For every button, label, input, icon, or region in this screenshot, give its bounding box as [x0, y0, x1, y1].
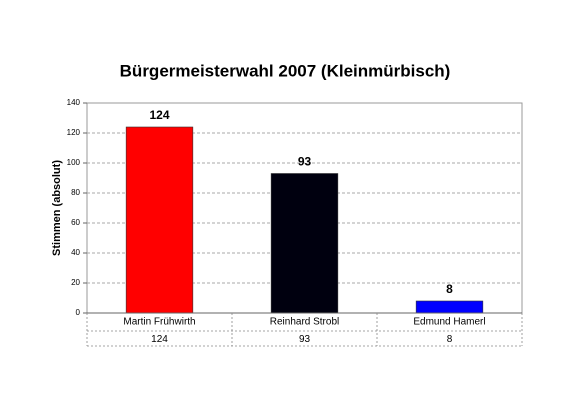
y-axis-label: Stimmen (absolut) [51, 160, 63, 256]
data-label: 93 [298, 155, 312, 169]
y-tick-label: 140 [67, 98, 81, 107]
y-tick-label: 40 [71, 248, 80, 257]
data-label: 124 [149, 108, 169, 122]
table-value: 8 [447, 334, 453, 345]
y-tick-label: 0 [76, 308, 81, 317]
x-tick-label: Reinhard Strobl [270, 317, 339, 328]
bar [415, 300, 484, 314]
table-value: 93 [299, 334, 311, 345]
bar [270, 173, 339, 314]
bar [125, 126, 194, 314]
y-tick-label: 80 [71, 188, 80, 197]
y-tick-label: 120 [67, 128, 81, 137]
y-tick-label: 100 [67, 158, 81, 167]
y-tick-label: 60 [71, 218, 80, 227]
y-tick-label: 20 [71, 278, 80, 287]
table-value: 124 [151, 334, 168, 345]
data-label: 8 [446, 282, 453, 296]
x-tick-label: Martin Frühwirth [123, 317, 195, 328]
x-tick-label: Edmund Hamerl [413, 317, 485, 328]
chart-title: Bürgermeisterwahl 2007 (Kleinmürbisch) [120, 61, 451, 80]
